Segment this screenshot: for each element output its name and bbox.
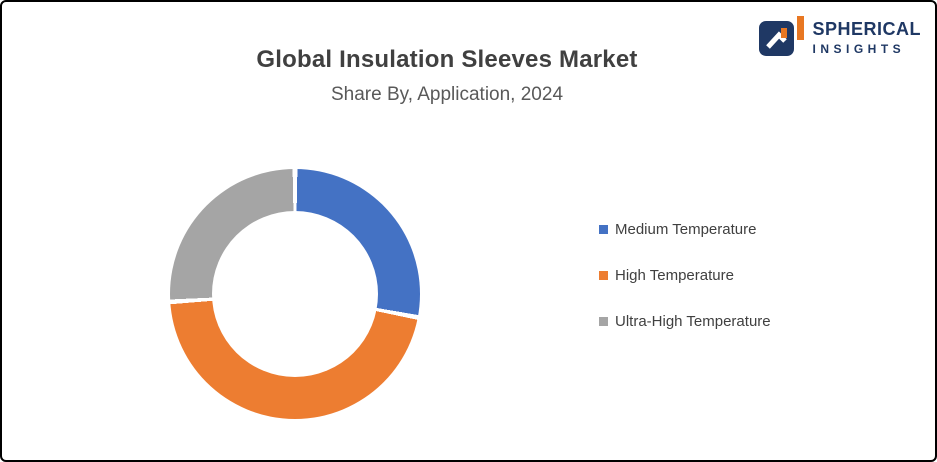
legend-label: High Temperature — [615, 266, 734, 284]
legend-swatch-icon — [599, 270, 608, 280]
legend-label: Ultra-High Temperature — [615, 312, 771, 330]
spherical-insights-logo: SPHERICAL INSIGHTS — [759, 16, 921, 63]
legend-item-high-temperature: High Temperature — [599, 266, 771, 284]
legend-item-ultra-high-temperature: Ultra-High Temperature — [599, 312, 771, 330]
legend-swatch-icon — [599, 224, 608, 234]
legend-item-medium-temperature: Medium Temperature — [599, 220, 771, 238]
legend-label: Medium Temperature — [615, 220, 757, 238]
spherical-insights-logo-icon — [759, 16, 805, 63]
legend-swatch-icon — [599, 316, 608, 326]
donut-hole — [212, 211, 378, 377]
spherical-insights-logo-text: SPHERICAL INSIGHTS — [812, 16, 921, 57]
donut-chart — [170, 169, 420, 419]
logo-wordmark-line1: SPHERICAL — [812, 19, 921, 39]
logo-wordmark-line2: INSIGHTS — [812, 42, 906, 56]
chart-subtitle: Share By, Application, 2024 — [330, 84, 564, 105]
chart-title: Global Insulation Sleeves Market — [256, 46, 638, 73]
chart-legend: Medium Temperature High Temperature Ultr… — [599, 220, 771, 358]
